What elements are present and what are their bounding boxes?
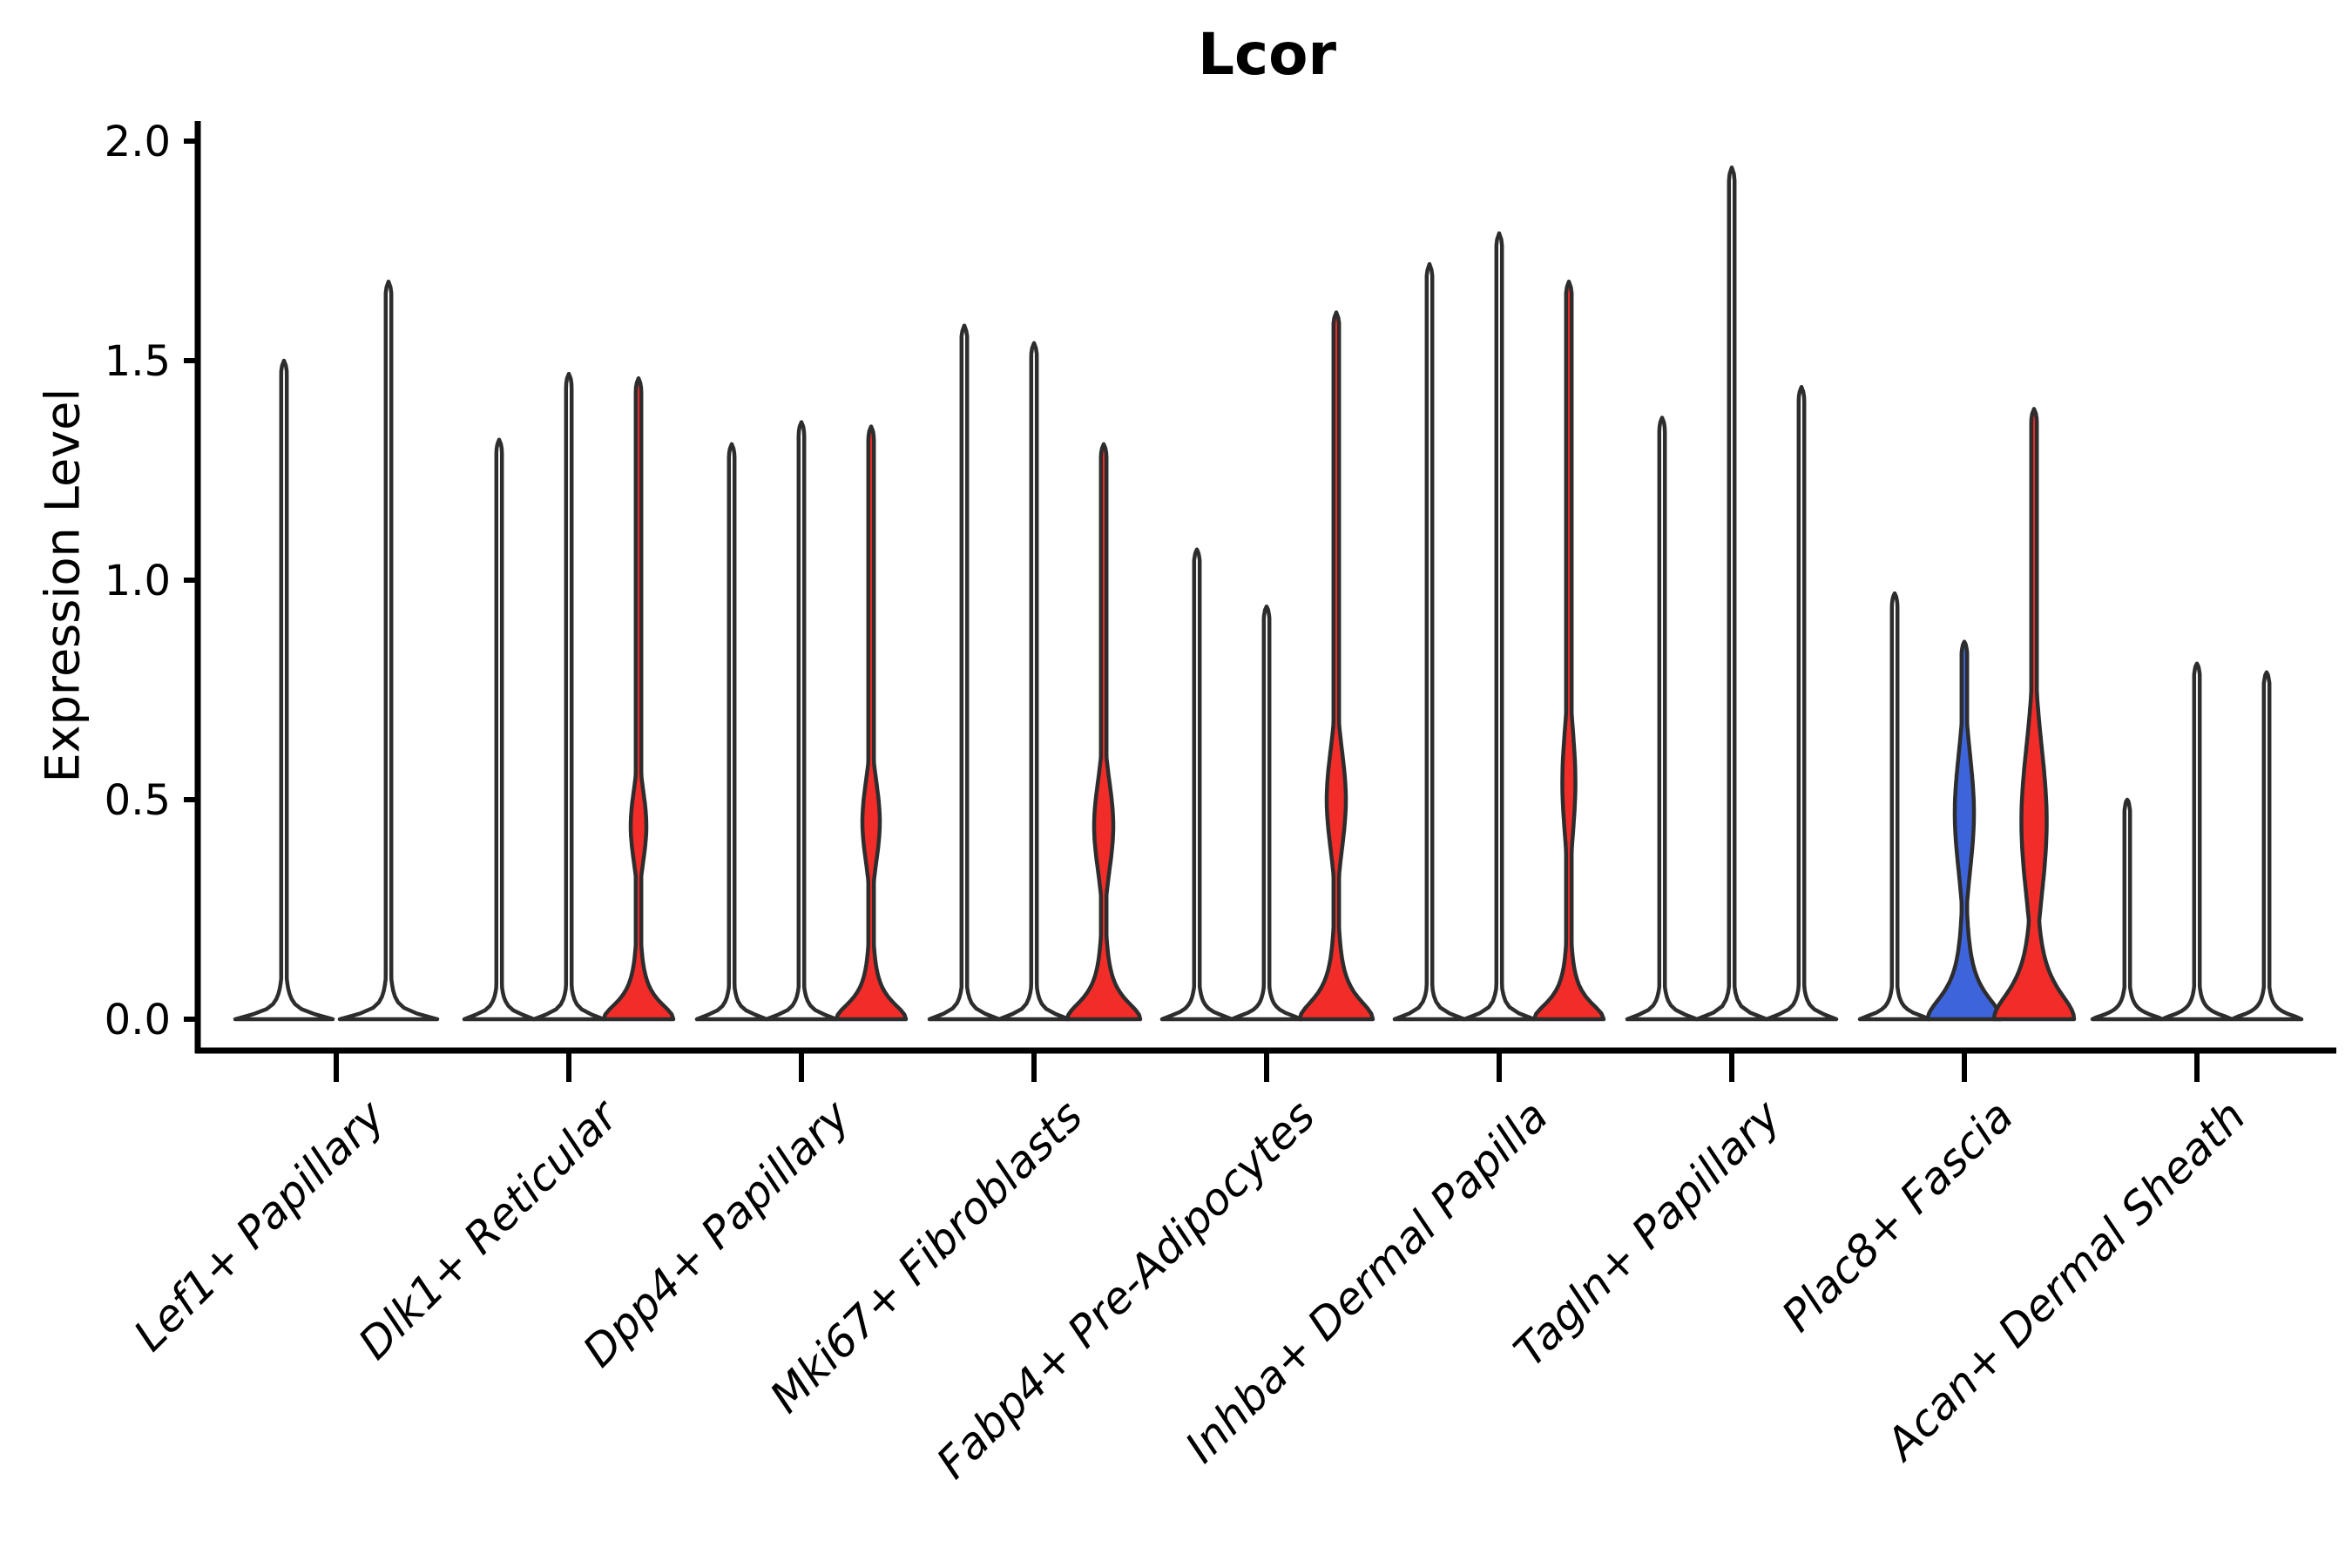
y-tick-label: 0.5 (105, 776, 171, 825)
violin-9-2 (2159, 661, 2234, 1022)
violin-8-3 (1991, 407, 2077, 1022)
violin-8-2 (1925, 639, 2004, 1022)
violin-1-1 (233, 358, 335, 1022)
violin-8-1 (1857, 591, 1932, 1022)
violin-2-1 (462, 437, 537, 1022)
violin-2-3 (601, 375, 676, 1022)
violin-9-3 (2229, 670, 2304, 1022)
violin-5-2 (1229, 604, 1304, 1022)
violin-3-2 (764, 420, 839, 1022)
violin-6-1 (1392, 261, 1467, 1022)
y-tick-label: 1.0 (105, 557, 171, 605)
violin-7-1 (1625, 416, 1700, 1022)
violin-7-2 (1694, 165, 1769, 1022)
violin-6-3 (1531, 280, 1606, 1022)
y-tick-label: 0.0 (105, 996, 171, 1044)
chart-title: Lcor (1197, 21, 1337, 88)
violin-9-1 (2090, 797, 2165, 1022)
violin-3-1 (694, 442, 769, 1022)
violin-6-2 (1462, 231, 1537, 1022)
violin-5-1 (1159, 547, 1234, 1022)
violin-5-3 (1297, 310, 1375, 1022)
y-tick-label: 2.0 (105, 118, 171, 166)
violin-3-3 (834, 424, 909, 1022)
violin-4-3 (1064, 442, 1143, 1022)
violin-4-1 (927, 323, 1002, 1022)
violin-4-2 (997, 341, 1071, 1022)
violin-2-2 (531, 371, 606, 1022)
y-tick-label: 1.5 (105, 337, 171, 386)
violin-1-2 (337, 280, 440, 1022)
violin-7-3 (1764, 384, 1839, 1022)
